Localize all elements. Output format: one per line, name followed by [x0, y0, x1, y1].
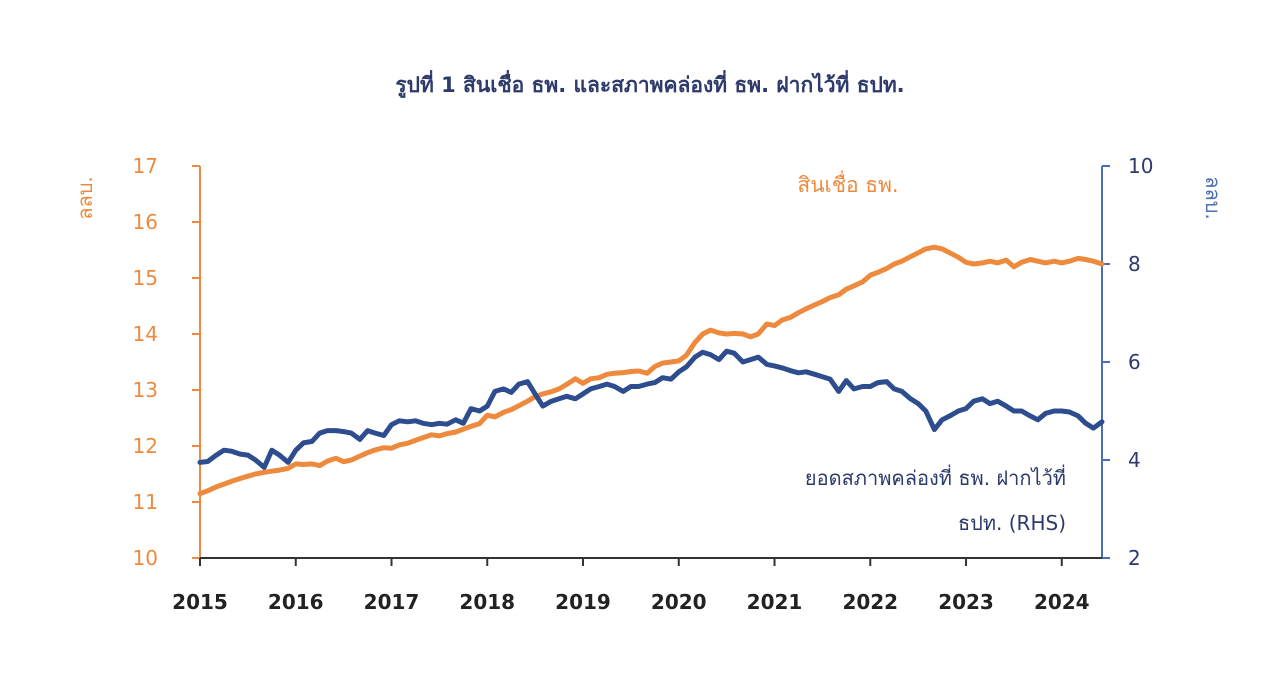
x-tick-label: 2019 — [555, 590, 611, 614]
right-tick-label: 8 — [1128, 252, 1141, 276]
right-tick-label: 6 — [1128, 350, 1141, 374]
left-tick-label: 11 — [133, 490, 158, 514]
right-tick-label: 10 — [1128, 154, 1153, 178]
x-tick-label: 2022 — [842, 590, 898, 614]
right-axis-unit: ลลบ. — [1201, 176, 1225, 220]
x-tick-label: 2016 — [268, 590, 324, 614]
series-line-loans — [197, 244, 1105, 497]
x-tick-label: 2017 — [364, 590, 420, 614]
right-tick-label: 4 — [1128, 448, 1141, 472]
axes — [192, 165, 1110, 566]
left-tick-label: 13 — [133, 378, 158, 402]
chart-title: รูปที่ 1 สินเชื่อ ธพ. และสภาพคล่องที่ ธพ… — [395, 69, 904, 99]
x-tick-label: 2023 — [938, 590, 994, 614]
x-tick-label: 2018 — [459, 590, 515, 614]
right-tick-label: 2 — [1128, 546, 1141, 570]
x-tick-label: 2015 — [172, 590, 228, 614]
series-lines — [197, 244, 1105, 497]
x-tick-label: 2021 — [747, 590, 803, 614]
series-line-liquidity — [197, 348, 1105, 470]
left-tick-label: 10 — [133, 546, 158, 570]
x-tick-label: 2020 — [651, 590, 707, 614]
left-tick-label: 16 — [133, 210, 158, 234]
tick-labels: 10 11 12 13 14 15 16 17 2 4 6 8 10 2015 2016 2017 2018 20… — [133, 154, 1154, 614]
left-axis-unit: ลลบ. — [73, 176, 97, 220]
left-tick-label: 12 — [133, 434, 158, 458]
left-tick-label: 15 — [133, 266, 158, 290]
left-tick-label: 17 — [133, 154, 158, 178]
annotation-blue-series-line1: ยอดสภาพคล่องที่ ธพ. ฝากไว้ที่ — [805, 464, 1066, 490]
left-tick-label: 14 — [133, 322, 158, 346]
annotation-blue-series-line2: ธปท. (RHS) — [958, 511, 1066, 535]
x-tick-label: 2024 — [1034, 590, 1090, 614]
annotation-orange-series: สินเชื่อ ธพ. — [797, 170, 898, 197]
